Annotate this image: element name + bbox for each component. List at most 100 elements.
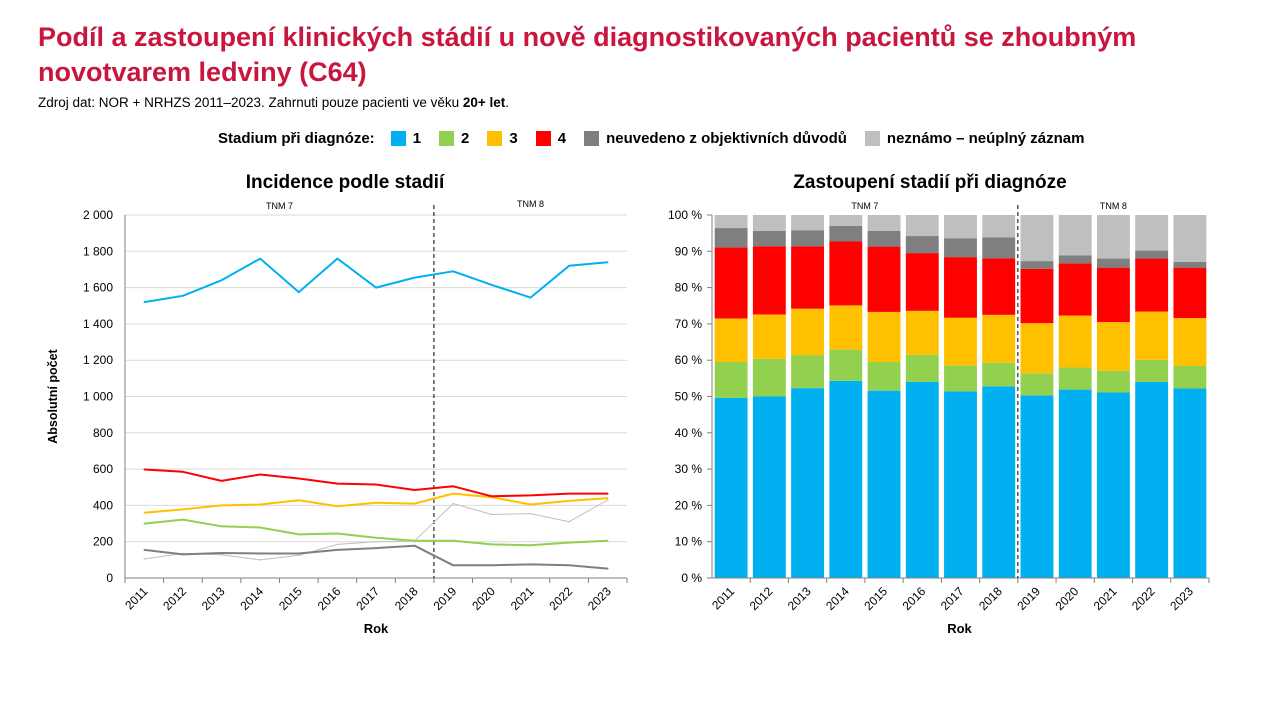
right-x-tick-label: 2017 <box>938 584 967 613</box>
legend-item-stage-3: 3 <box>487 130 518 147</box>
legend-item-stage-4: 4 <box>535 129 567 147</box>
legend-label-stage-1: 1 <box>412 129 422 147</box>
bar-segment-1 <box>791 388 825 578</box>
line-point-1 <box>491 284 493 286</box>
line-point-1 <box>143 301 146 303</box>
right-y-tick-label: 60 % <box>675 353 703 367</box>
line-point-3 <box>220 504 223 507</box>
left-x-axis-label: Rok <box>364 621 389 636</box>
right-y-tick-label: 20 % <box>675 498 703 512</box>
line-point-neznamo-neuplny-zaznam <box>259 559 261 561</box>
left-y-tick-label: 1 200 <box>83 353 113 367</box>
bar-segment-1 <box>1058 389 1092 578</box>
bar-segment-3 <box>944 317 977 366</box>
line-series-1 <box>144 257 608 304</box>
left-x-tick-label: 2020 <box>469 584 498 613</box>
line-point-1 <box>452 270 455 273</box>
right-x-tick-label: 2018 <box>976 584 1005 613</box>
bar-segment-neuvedeno-z-objektivnich-duvodu <box>944 238 977 258</box>
line-point-4 <box>297 477 300 480</box>
bar-segment-neznamo-neuplny-zaznam <box>1135 215 1169 251</box>
bar-segment-neznamo-neuplny-zaznam <box>982 215 1016 238</box>
bar-segment-neuvedeno-z-objektivnich-duvodu <box>829 225 863 242</box>
left-x-tick-label: 2011 <box>122 584 150 612</box>
line-point-neznamo-neuplny-zaznam <box>220 553 223 556</box>
line-point-neuvedeno-z-objektivnich-duvodu <box>259 552 261 555</box>
bar-segment-neuvedeno-z-objektivnich-duvodu <box>1096 258 1130 268</box>
bar-segment-3 <box>791 308 825 356</box>
line-point-neuvedeno-z-objektivnich-duvodu <box>297 552 300 555</box>
left-tnm7-label: TNM 7 <box>266 201 293 211</box>
left-x-tick-label: 2014 <box>237 584 266 613</box>
legend-label-stage-4: 4 <box>557 129 567 147</box>
line-point-4 <box>375 483 377 486</box>
line-point-neuvedeno-z-objektivnich-duvodu <box>182 553 184 556</box>
line-point-2 <box>568 541 570 544</box>
line-point-neznamo-neuplny-zaznam <box>606 499 609 501</box>
line-point-1 <box>259 257 261 260</box>
left-x-tick-label: 2012 <box>160 584 189 613</box>
bar-segment-4 <box>1135 258 1169 312</box>
bar-segment-4 <box>791 246 825 309</box>
right-y-tick-label: 50 % <box>675 390 703 404</box>
bar-segment-2 <box>1173 366 1207 389</box>
right-y-tick-label: 80 % <box>675 281 703 295</box>
subtitle-end: . <box>505 95 510 110</box>
right-x-tick-label: 2021 <box>1091 584 1120 613</box>
right-x-tick-label: 2011 <box>709 584 737 612</box>
left-x-tick-label: 2018 <box>392 584 421 613</box>
bar-segment-1 <box>867 390 901 578</box>
line-point-neuvedeno-z-objektivnich-duvodu <box>452 564 455 567</box>
line-point-neznamo-neuplny-zaznam <box>336 543 339 546</box>
line-point-4 <box>182 471 184 473</box>
right-x-tick-label: 2013 <box>785 584 814 613</box>
right-x-tick-label: 2019 <box>1014 584 1043 613</box>
line-point-2 <box>375 536 377 539</box>
right-y-tick-label: 10 % <box>675 535 703 549</box>
line-point-4 <box>220 480 223 482</box>
line-point-2 <box>259 526 261 529</box>
line-point-1 <box>336 257 339 260</box>
line-point-neuvedeno-z-objektivnich-duvodu <box>143 549 146 551</box>
line-point-neznamo-neuplny-zaznam <box>375 540 377 543</box>
right-x-axis-label: Rok <box>947 621 972 636</box>
legend-swatch-stage-4 <box>535 130 551 146</box>
bar-segment-neznamo-neuplny-zaznam <box>1096 215 1130 259</box>
bar-segment-neznamo-neuplny-zaznam <box>1020 215 1054 262</box>
bar-segment-3 <box>1058 315 1092 368</box>
line-point-4 <box>336 482 339 485</box>
left-y-tick-label: 1 800 <box>83 244 113 258</box>
bar-segment-neznamo-neuplny-zaznam <box>867 215 901 231</box>
legend-item-unknown: neznámo – neúplný záznam <box>864 130 1084 147</box>
left-x-tick-label: 2017 <box>353 584 382 613</box>
bar-segment-4 <box>752 246 786 315</box>
bar-segment-1 <box>829 380 863 578</box>
bar-segment-4 <box>982 258 1016 315</box>
bar-segment-neznamo-neuplny-zaznam <box>752 215 786 231</box>
bar-segment-3 <box>867 311 901 363</box>
left-tnm8-label: TNM 8 <box>517 199 544 209</box>
bar-segment-neuvedeno-z-objektivnich-duvodu <box>867 230 901 247</box>
right-y-tick-label: 0 % <box>681 571 702 585</box>
line-point-neznamo-neuplny-zaznam <box>143 558 146 560</box>
right-x-tick-label: 2020 <box>1053 584 1082 613</box>
bar-segment-4 <box>905 253 939 311</box>
page-subtitle: Zdroj dat: NOR + NRHZS 2011–2023. Zahrnu… <box>38 95 509 110</box>
line-point-2 <box>143 522 146 525</box>
line-point-3 <box>452 492 455 495</box>
bar-segment-2 <box>905 354 939 382</box>
right-x-tick-label: 2012 <box>747 584 776 613</box>
line-point-2 <box>220 525 223 528</box>
bar-segment-2 <box>867 362 901 391</box>
legend-item-stage-1: 1 <box>390 129 422 147</box>
line-point-1 <box>529 296 532 299</box>
legend-item-stage-2: 2 <box>439 130 469 147</box>
line-point-4 <box>568 492 570 495</box>
left-x-tick-label: 2023 <box>585 584 614 613</box>
left-x-tick-label: 2019 <box>431 584 460 613</box>
left-x-tick-label: 2022 <box>546 584 575 613</box>
left-x-tick-label: 2013 <box>199 584 228 613</box>
bar-segment-2 <box>1058 367 1092 390</box>
right-x-tick-label: 2016 <box>900 584 929 613</box>
bar-segment-neuvedeno-z-objektivnich-duvodu <box>1058 255 1092 264</box>
